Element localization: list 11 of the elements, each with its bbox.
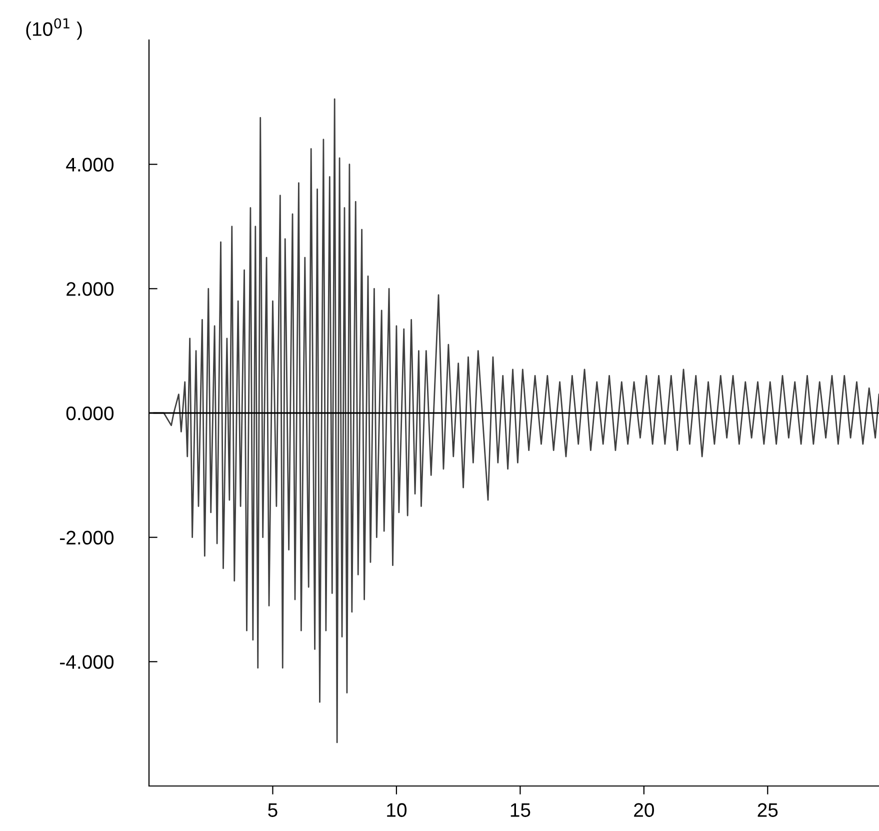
x-tick-label: 15 xyxy=(510,803,530,817)
y-tick-label: 4.000 xyxy=(66,158,114,172)
x-tick-label: 5 xyxy=(268,803,278,817)
x-tick-label: 25 xyxy=(758,803,778,817)
x-tick-label: 10 xyxy=(387,803,407,817)
x-tick-label: 20 xyxy=(634,803,654,817)
y-tick-label: -2.000 xyxy=(60,530,114,545)
y-tick-label: 2.000 xyxy=(66,282,114,296)
y-axis-title: (10$^{01}$ ) xyxy=(26,18,82,40)
y-tick-label: -4.000 xyxy=(60,655,114,669)
y-tick-label: 0.000 xyxy=(66,406,114,420)
